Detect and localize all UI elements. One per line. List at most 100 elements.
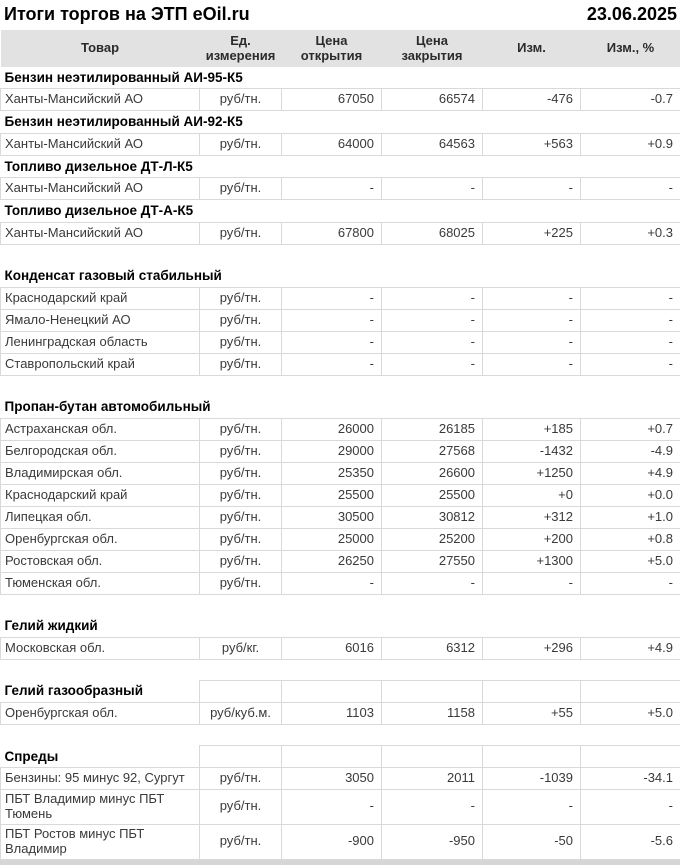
change-pct-cell: -: [581, 331, 680, 353]
close-price-cell: 1158: [382, 703, 483, 725]
product-cell: Ханты-Мансийский АО: [1, 178, 200, 200]
change-pct-cell: +4.9: [581, 637, 680, 659]
section-title: Конденсат газовый стабильный: [1, 265, 680, 287]
empty-cell: [282, 746, 382, 768]
change-pct-cell: -34.1: [581, 768, 680, 790]
unit-cell: руб/тн.: [200, 790, 282, 825]
change-pct-cell: -5.6: [581, 824, 680, 859]
open-price-cell: 26250: [282, 550, 382, 572]
column-header-change-pct: Изм., %: [581, 30, 680, 67]
change-cell: -: [483, 309, 581, 331]
open-price-cell: 67050: [282, 89, 382, 111]
column-header-close-price: Цена закрытия: [382, 30, 483, 67]
close-price-cell: -: [382, 287, 483, 309]
open-price-cell: 25350: [282, 462, 382, 484]
empty-cell: [483, 746, 581, 768]
close-price-cell: 6312: [382, 637, 483, 659]
close-price-cell: -: [382, 353, 483, 375]
change-pct-cell: -: [581, 572, 680, 594]
section-title: Бензин неэтилированный АИ-95-К5: [1, 67, 680, 89]
column-header-product: Товар: [1, 30, 200, 67]
section-row: Гелий жидкий: [1, 615, 680, 637]
change-cell: +312: [483, 506, 581, 528]
change-cell: -1039: [483, 768, 581, 790]
unit-cell: руб/тн.: [200, 222, 282, 244]
change-pct-cell: +0.0: [581, 484, 680, 506]
spacer-row: [1, 725, 680, 746]
product-cell: Оренбургская обл.: [1, 703, 200, 725]
product-cell: ПБТ Владимир минус ПБТ Тюмень: [1, 790, 200, 825]
change-cell: +200: [483, 528, 581, 550]
open-price-cell: 29000: [282, 440, 382, 462]
unit-cell: руб/тн.: [200, 133, 282, 155]
open-price-cell: 6016: [282, 637, 382, 659]
section-row: Бензин неэтилированный АИ-92-К5: [1, 111, 680, 134]
change-cell: -: [483, 572, 581, 594]
change-pct-cell: +0.9: [581, 133, 680, 155]
close-price-cell: 27568: [382, 440, 483, 462]
open-price-cell: 64000: [282, 133, 382, 155]
change-cell: -50: [483, 824, 581, 859]
spacer-row: [1, 659, 680, 680]
unit-cell: руб/тн.: [200, 550, 282, 572]
open-price-cell: -: [282, 178, 382, 200]
unit-cell: руб/тн.: [200, 353, 282, 375]
unit-cell: руб/тн.: [200, 768, 282, 790]
change-cell: +185: [483, 418, 581, 440]
product-cell: Краснодарский край: [1, 484, 200, 506]
section-row: Спреды: [1, 746, 680, 768]
change-cell: +1300: [483, 550, 581, 572]
open-price-cell: -: [282, 287, 382, 309]
spacer-cell: [1, 725, 680, 746]
empty-cell: [282, 680, 382, 702]
open-price-cell: -: [282, 331, 382, 353]
empty-cell: [382, 746, 483, 768]
results-table-body: Бензин неэтилированный АИ-95-К5 Ханты-Ман…: [1, 67, 680, 859]
unit-cell: руб/тн.: [200, 824, 282, 859]
change-pct-cell: -: [581, 353, 680, 375]
change-pct-cell: -: [581, 790, 680, 825]
spacer-row: [1, 244, 680, 265]
spacer-cell: [1, 659, 680, 680]
empty-cell: [200, 746, 282, 768]
close-price-cell: 25500: [382, 484, 483, 506]
change-cell: +55: [483, 703, 581, 725]
open-price-cell: 3050: [282, 768, 382, 790]
unit-cell: руб/тн.: [200, 440, 282, 462]
open-price-cell: 25500: [282, 484, 382, 506]
product-cell: Ханты-Мансийский АО: [1, 222, 200, 244]
open-price-cell: 67800: [282, 222, 382, 244]
change-pct-cell: -: [581, 287, 680, 309]
close-price-cell: 64563: [382, 133, 483, 155]
open-price-cell: 30500: [282, 506, 382, 528]
change-pct-cell: -: [581, 178, 680, 200]
change-cell: -: [483, 790, 581, 825]
unit-cell: руб/тн.: [200, 462, 282, 484]
table-header: Товар Ед. измерения Цена открытия Цена з…: [1, 30, 680, 67]
section-title: Спреды: [1, 746, 200, 768]
unit-cell: руб/тн.: [200, 506, 282, 528]
unit-cell: руб/тн.: [200, 309, 282, 331]
product-cell: ПБТ Ростов минус ПБТ Владимир: [1, 824, 200, 859]
change-cell: -: [483, 287, 581, 309]
change-cell: +0: [483, 484, 581, 506]
spacer-cell: [1, 594, 680, 615]
close-price-cell: -: [382, 331, 483, 353]
unit-cell: руб/тн.: [200, 572, 282, 594]
close-price-cell: 26185: [382, 418, 483, 440]
section-title: Топливо дизельное ДТ-Л-К5: [1, 155, 680, 178]
empty-cell: [581, 746, 680, 768]
